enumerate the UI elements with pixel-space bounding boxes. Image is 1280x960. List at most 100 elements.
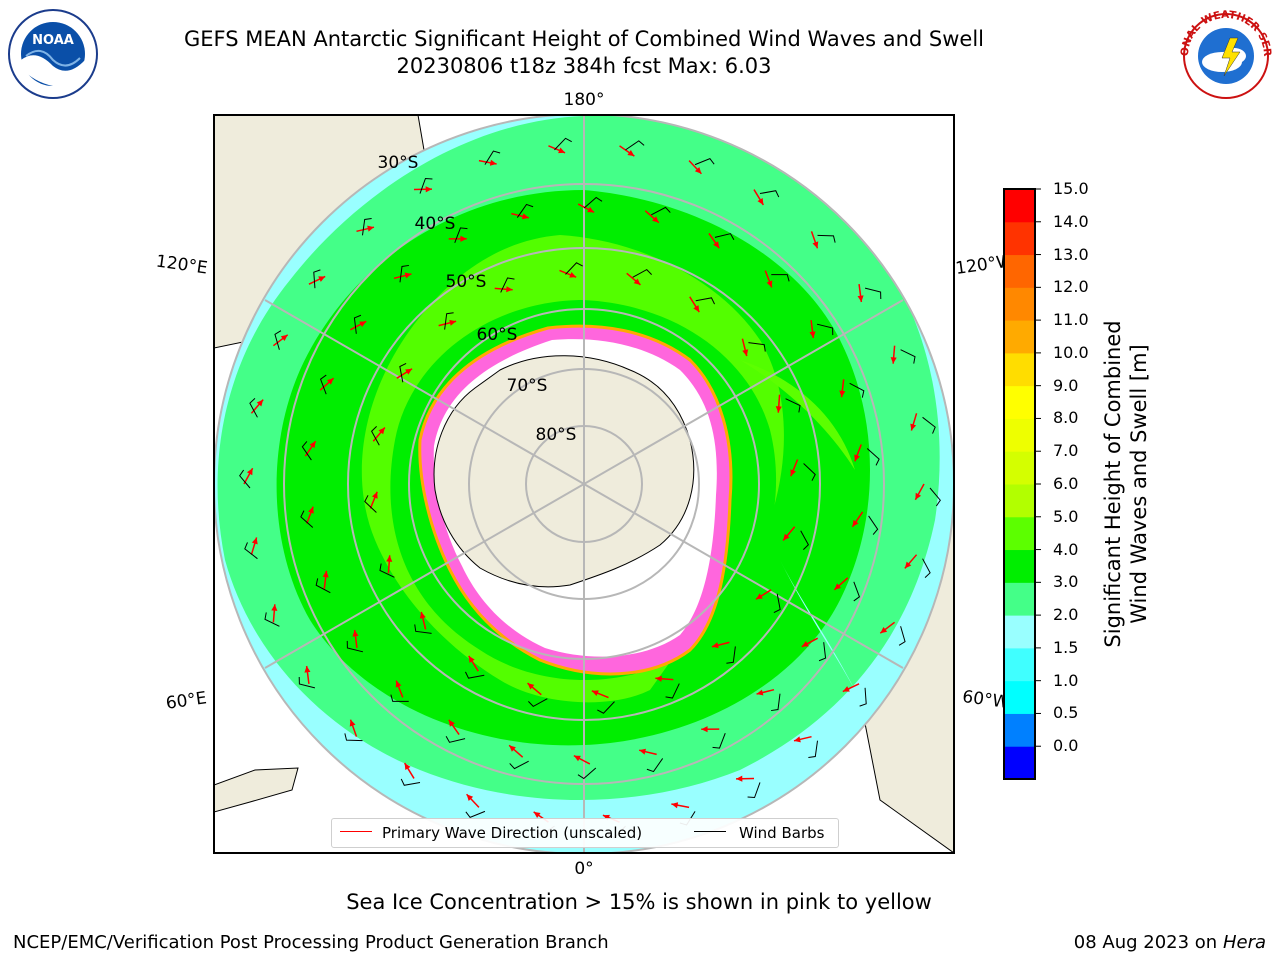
wave-arrow-head: [655, 675, 662, 682]
wind-barb: [399, 363, 407, 383]
wave-arrow-head: [904, 561, 912, 569]
wave-arrow-head: [309, 441, 316, 449]
wave-arrow-head: [573, 755, 581, 762]
colorbar-band: [1004, 746, 1035, 780]
wave-arrow-head: [371, 491, 378, 499]
wave-arrow-head: [395, 680, 402, 688]
wind-barb: [900, 349, 916, 364]
lon-label-bottom: 0°: [574, 859, 593, 879]
wave-arrow-head: [304, 665, 311, 673]
wave-arrow-head: [652, 216, 659, 223]
wind-barb: [370, 426, 380, 446]
colorbar: [1003, 188, 1041, 780]
wind-barb: [712, 732, 726, 749]
wave-arrow-head: [713, 241, 720, 249]
colorbar-tick-label: 2.0: [1053, 605, 1079, 625]
wave-arrow-head: [757, 197, 764, 205]
wave-arrow-head: [801, 641, 809, 647]
colorbar-band: [1004, 549, 1035, 583]
colorbar-tick-label: 9.0: [1053, 375, 1079, 395]
colorbar-band: [1004, 647, 1035, 682]
wind-barb: [554, 137, 572, 151]
wave-arrow-head: [352, 629, 359, 637]
graticule: [214, 115, 954, 853]
wind-barb: [726, 646, 736, 664]
wave-arrow-head: [736, 775, 743, 782]
legend: Primary Wave Direction (unscaled) Wind B…: [331, 818, 839, 848]
footer-producer: NCEP/EMC/Verification Post Processing Pr…: [13, 932, 609, 953]
wind-barb: [353, 314, 362, 334]
wave-arrow-head: [527, 683, 535, 690]
colorbar-band: [1004, 385, 1035, 419]
colorbar-tick-label: 11.0: [1053, 310, 1089, 330]
wave-arrow-head: [910, 423, 917, 431]
colorbar-tick-label: 13.0: [1053, 244, 1089, 264]
wind-barb: [597, 701, 615, 714]
wave-arrow-head: [521, 213, 529, 220]
wind-barb: [319, 374, 327, 395]
lon-label-upper-left: 120°E: [155, 252, 209, 279]
wave-arrow-head: [468, 655, 475, 663]
wind-barb: [747, 782, 761, 799]
wave-arrow-head: [809, 331, 816, 339]
wind-barb: [868, 515, 879, 535]
wave-arrow-head: [533, 811, 541, 818]
colorbar-band: [1004, 680, 1035, 714]
wind-barb: [509, 760, 529, 770]
wave-arrow-head: [842, 686, 850, 692]
wave-arrow-head: [854, 454, 860, 462]
wind-barb: [500, 277, 515, 293]
wave-arrow-head: [783, 533, 790, 541]
colorbar-tick-label: 14.0: [1053, 211, 1089, 231]
wave-arrow-head: [587, 206, 595, 213]
nws-logo: NATIONAL WEATHER SERVICE: [1174, 0, 1274, 104]
wind-barb: [516, 203, 534, 218]
wave-arrow-head: [425, 186, 432, 193]
wind-barb: [313, 269, 321, 289]
wind-barb: [249, 398, 258, 418]
wind-barb: [694, 158, 715, 166]
colorbar-tick-label: 15.0: [1053, 179, 1089, 198]
colorbar-tick-label: 5.0: [1053, 506, 1079, 526]
wind-barb: [315, 578, 331, 594]
wave-arrow-head: [378, 427, 385, 435]
footer-date: 08 Aug 2023 on Hera: [1073, 932, 1266, 953]
wave-arrow-head: [308, 506, 314, 514]
colorbar-band: [1004, 320, 1035, 354]
wind-barb: [808, 740, 818, 758]
wind-barb: [898, 626, 906, 646]
footer-host: Hera: [1222, 932, 1266, 953]
wave-arrow-head: [755, 593, 763, 600]
lon-label-top: 180°: [564, 90, 605, 110]
wind-barb: [922, 558, 931, 578]
wave-arrow-head: [627, 150, 635, 157]
wave-arrow-head: [834, 583, 842, 590]
colorbar-tick-label: 4.0: [1053, 539, 1079, 559]
wave-arrow-head: [812, 241, 819, 249]
wave-arrow-head: [711, 642, 719, 649]
wind-barb: [583, 196, 603, 209]
wind-barb: [419, 177, 433, 194]
wind-barb: [264, 612, 280, 627]
noaa-logo: NOAA: [6, 8, 100, 104]
wind-barb: [444, 312, 454, 330]
wave-arrow-head: [466, 794, 474, 801]
wind-barb: [400, 778, 421, 786]
colorbar-tick-label: 6.0: [1053, 474, 1079, 493]
wave-arrow-head: [404, 272, 412, 279]
colorbar-band: [1004, 221, 1035, 256]
colorbar-label-line1: Significant Height of Combined: [1101, 320, 1125, 648]
colorbar-tick-label: 1.5: [1053, 637, 1079, 657]
wind-barb: [651, 206, 671, 216]
wave-arrow-head: [857, 295, 864, 303]
wind-barb: [773, 593, 781, 613]
colorbar-band: [1004, 582, 1035, 616]
wind-barb: [414, 624, 432, 634]
wave-arrow-head: [489, 159, 497, 166]
colorbar-tick-label: 10.0: [1053, 342, 1089, 362]
wind-barb: [364, 495, 377, 513]
wave-arrow-head: [591, 690, 599, 697]
colorbar-band: [1004, 352, 1035, 387]
wind-barb: [632, 268, 652, 278]
